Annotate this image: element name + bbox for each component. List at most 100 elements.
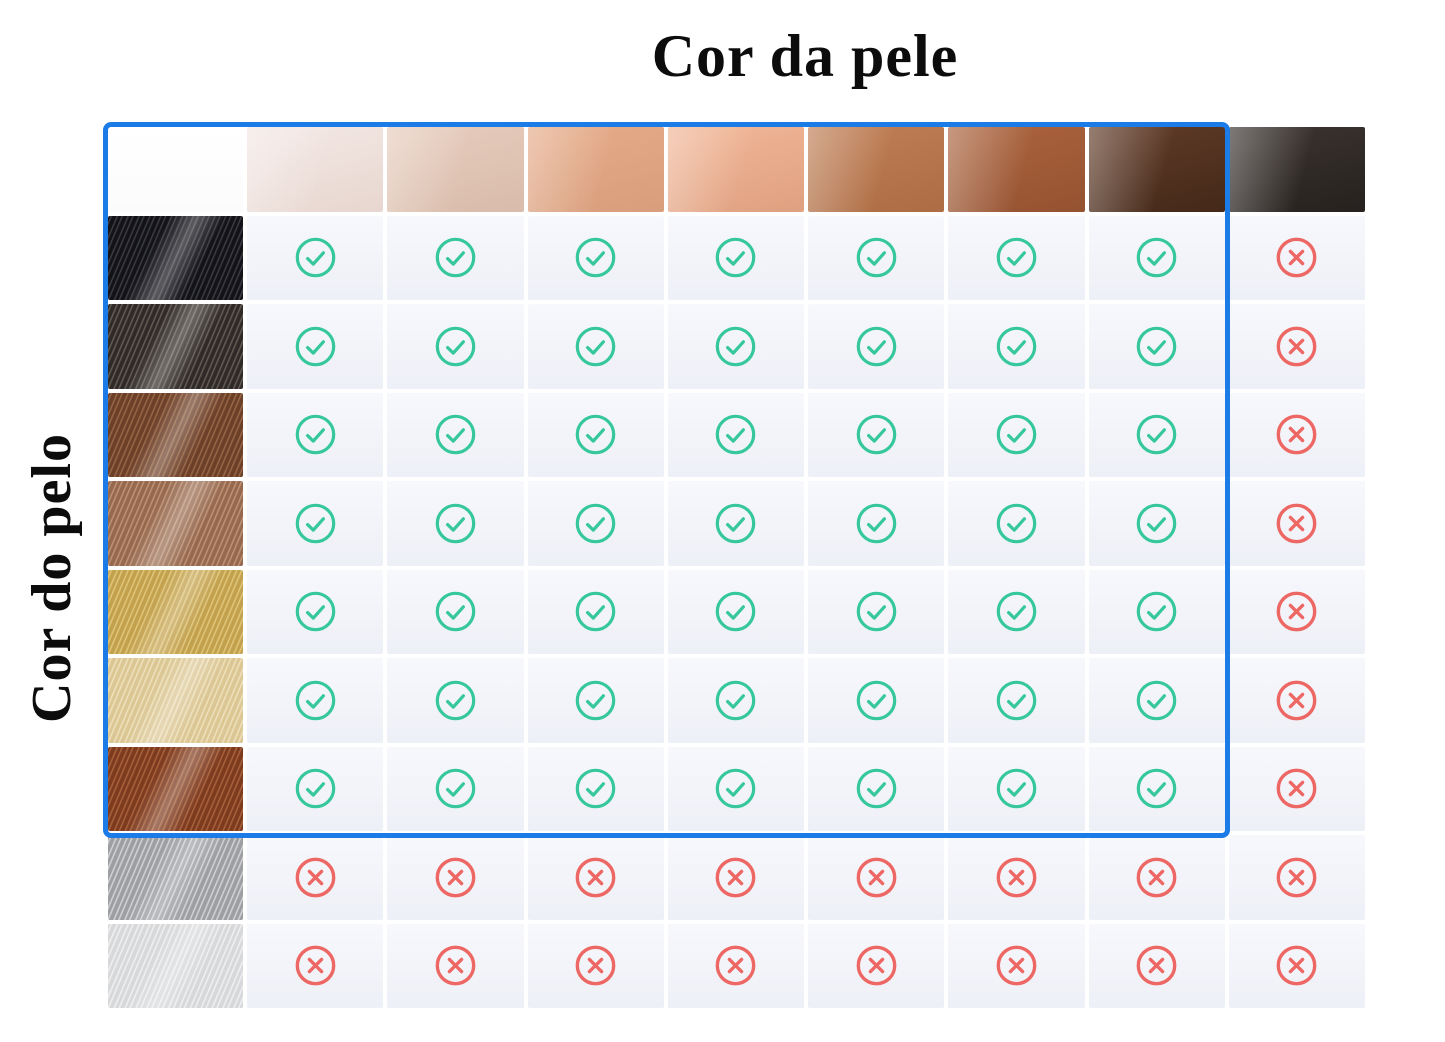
skin-tone-8-deep-brown-black-swatch — [1228, 127, 1365, 212]
cross-circle-icon — [1136, 945, 1177, 986]
check-circle-icon — [295, 503, 335, 544]
compat-hair-6-light-blonde-x-skin-tone-2-light-beige — [387, 658, 524, 743]
compat-hair-5-golden-blonde-x-skin-tone-1-porcelain — [247, 569, 384, 654]
compat-hair-9-white-x-skin-tone-5-tan — [808, 923, 945, 1008]
compat-hair-7-red-copper-x-skin-tone-4-peach — [667, 746, 804, 831]
check-circle-icon — [1136, 326, 1177, 367]
compat-hair-8-gray-x-skin-tone-1-porcelain — [247, 835, 384, 920]
check-circle-icon — [575, 326, 616, 367]
compat-hair-6-light-blonde-x-skin-tone-3-light-tan — [527, 658, 664, 743]
check-circle-icon — [575, 768, 616, 809]
cross-circle-icon — [435, 857, 476, 898]
skin-tone-4-peach-swatch — [667, 127, 804, 212]
compat-hair-8-gray-x-skin-tone-3-light-tan — [527, 835, 664, 920]
compat-hair-9-white-x-skin-tone-7-dark-brown — [1088, 923, 1225, 1008]
compat-hair-6-light-blonde-x-skin-tone-8-deep-brown-black — [1228, 658, 1365, 743]
check-circle-icon — [856, 414, 896, 455]
check-circle-icon — [996, 237, 1037, 278]
compat-hair-7-red-copper-x-skin-tone-2-light-beige — [387, 746, 524, 831]
compat-hair-6-light-blonde-x-skin-tone-4-peach — [667, 658, 804, 743]
compat-hair-9-white-x-skin-tone-6-brown — [948, 923, 1085, 1008]
compat-hair-2-dark-brown-x-skin-tone-3-light-tan — [527, 304, 664, 389]
compat-hair-4-light-brown-x-skin-tone-3-light-tan — [527, 481, 664, 566]
compat-hair-4-light-brown-x-skin-tone-8-deep-brown-black — [1228, 481, 1365, 566]
compat-hair-1-black-x-skin-tone-5-tan — [808, 215, 945, 300]
cross-circle-icon — [1276, 326, 1317, 367]
check-circle-icon — [716, 768, 756, 809]
check-circle-icon — [295, 591, 335, 632]
cross-circle-icon — [1276, 768, 1317, 809]
cross-circle-icon — [1276, 414, 1317, 455]
compat-hair-7-red-copper-x-skin-tone-3-light-tan — [527, 746, 664, 831]
check-circle-icon — [996, 503, 1037, 544]
compat-hair-5-golden-blonde-x-skin-tone-5-tan — [808, 569, 945, 654]
cross-circle-icon — [856, 857, 897, 898]
check-circle-icon — [716, 414, 756, 455]
compat-hair-4-light-brown-x-skin-tone-7-dark-brown — [1088, 481, 1225, 566]
check-circle-icon — [575, 414, 616, 455]
compat-hair-2-dark-brown-x-skin-tone-1-porcelain — [247, 304, 384, 389]
compat-hair-1-black-x-skin-tone-7-dark-brown — [1088, 215, 1225, 300]
compat-hair-2-dark-brown-x-skin-tone-6-brown — [948, 304, 1085, 389]
skin-tone-3-light-tan-swatch — [527, 127, 664, 212]
compat-hair-3-brown-x-skin-tone-5-tan — [808, 392, 945, 477]
check-circle-icon — [716, 237, 756, 278]
check-circle-icon — [716, 591, 756, 632]
check-circle-icon — [856, 237, 896, 278]
compat-hair-4-light-brown-x-skin-tone-4-peach — [667, 481, 804, 566]
compat-hair-8-gray-x-skin-tone-5-tan — [808, 835, 945, 920]
check-circle-icon — [996, 326, 1037, 367]
compat-hair-3-brown-x-skin-tone-3-light-tan — [527, 392, 664, 477]
compat-hair-7-red-copper-x-skin-tone-6-brown — [948, 746, 1085, 831]
check-circle-icon — [716, 680, 756, 721]
cross-circle-icon — [996, 945, 1037, 986]
compat-hair-6-light-blonde-x-skin-tone-6-brown — [948, 658, 1085, 743]
check-circle-icon — [295, 680, 335, 721]
check-circle-icon — [716, 503, 756, 544]
compat-hair-3-brown-x-skin-tone-8-deep-brown-black — [1228, 392, 1365, 477]
compat-hair-5-golden-blonde-x-skin-tone-6-brown — [948, 569, 1085, 654]
compat-hair-3-brown-x-skin-tone-2-light-beige — [387, 392, 524, 477]
corner-cell — [108, 127, 243, 212]
cross-circle-icon — [295, 945, 336, 986]
check-circle-icon — [575, 503, 616, 544]
skin-tone-2-light-beige-swatch — [387, 127, 524, 212]
check-circle-icon — [1136, 237, 1177, 278]
compat-hair-6-light-blonde-x-skin-tone-1-porcelain — [247, 658, 384, 743]
compat-hair-9-white-x-skin-tone-3-light-tan — [527, 923, 664, 1008]
compat-hair-8-gray-x-skin-tone-6-brown — [948, 835, 1085, 920]
check-circle-icon — [1136, 768, 1177, 809]
cross-circle-icon — [435, 945, 476, 986]
skin-tone-5-tan-swatch — [808, 127, 945, 212]
compat-hair-1-black-x-skin-tone-1-porcelain — [247, 215, 384, 300]
compat-hair-5-golden-blonde-x-skin-tone-2-light-beige — [387, 569, 524, 654]
compat-hair-5-golden-blonde-x-skin-tone-4-peach — [667, 569, 804, 654]
hair-7-red-copper-swatch — [108, 746, 243, 831]
compat-hair-2-dark-brown-x-skin-tone-2-light-beige — [387, 304, 524, 389]
check-circle-icon — [575, 680, 616, 721]
hair-5-golden-blonde-swatch — [108, 569, 243, 654]
cross-circle-icon — [715, 945, 756, 986]
check-circle-icon — [1136, 414, 1177, 455]
compat-hair-2-dark-brown-x-skin-tone-8-deep-brown-black — [1228, 304, 1365, 389]
compat-hair-7-red-copper-x-skin-tone-8-deep-brown-black — [1228, 746, 1365, 831]
check-circle-icon — [1136, 680, 1177, 721]
skin-tone-7-dark-brown-swatch — [1088, 127, 1225, 212]
check-circle-icon — [295, 237, 335, 278]
compat-hair-3-brown-x-skin-tone-4-peach — [667, 392, 804, 477]
check-circle-icon — [856, 680, 896, 721]
check-circle-icon — [996, 591, 1037, 632]
cross-circle-icon — [295, 857, 336, 898]
cross-circle-icon — [1276, 237, 1317, 278]
check-circle-icon — [996, 768, 1037, 809]
check-circle-icon — [435, 680, 476, 721]
cross-circle-icon — [1276, 503, 1317, 544]
hair-6-light-blonde-swatch — [108, 658, 243, 743]
check-circle-icon — [435, 414, 476, 455]
check-circle-icon — [1136, 591, 1177, 632]
page-title: Cor da pele — [651, 23, 959, 89]
compat-hair-8-gray-x-skin-tone-8-deep-brown-black — [1228, 835, 1365, 920]
check-circle-icon — [295, 414, 335, 455]
compat-hair-8-gray-x-skin-tone-4-peach — [667, 835, 804, 920]
check-circle-icon — [295, 326, 335, 367]
